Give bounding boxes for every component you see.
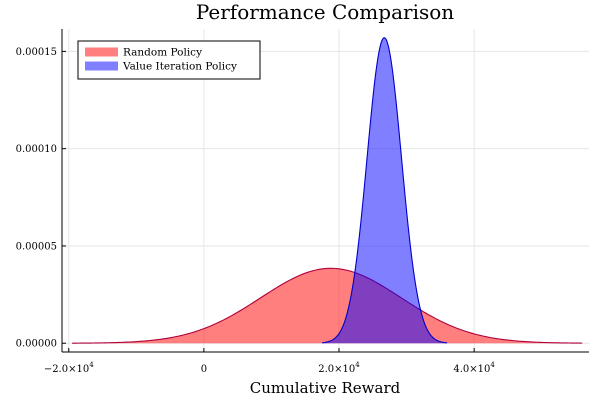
legend-swatch-1 — [85, 61, 118, 71]
x-tick-label-1: 0 — [201, 364, 207, 375]
series-area-1 — [322, 37, 448, 344]
y-tick-label-2: 0.00010 — [16, 144, 57, 155]
legend: Random Policy Value Iteration Policy — [77, 40, 261, 80]
y-tick-label-3: 0.00015 — [16, 47, 57, 58]
x-tick-label-0: −2.0×104 — [44, 361, 94, 375]
x-tick-label-2: 2.0×104 — [318, 361, 360, 375]
x-axis-label: Cumulative Reward — [250, 379, 401, 397]
series-layer — [72, 37, 583, 344]
y-tick-label-1: 0.00005 — [16, 241, 57, 252]
series-line-1 — [322, 37, 448, 344]
legend-label-1: Value Iteration Policy — [122, 61, 237, 73]
plot-frame — [61, 29, 589, 353]
x-tick-label-3: 4.0×104 — [453, 361, 495, 375]
chart-title: Performance Comparison — [196, 0, 454, 24]
y-tick-label-0: 0.00000 — [16, 339, 57, 350]
legend-box — [77, 40, 261, 80]
legend-label-0: Random Policy — [123, 47, 202, 59]
tick-labels: −2.0×104 0 2.0×104 4.0×104 0.00000 0.00005 0.0… — [16, 47, 496, 375]
series-line-0 — [72, 267, 583, 344]
legend-swatch-0 — [85, 47, 118, 57]
series-area-0 — [72, 268, 583, 344]
